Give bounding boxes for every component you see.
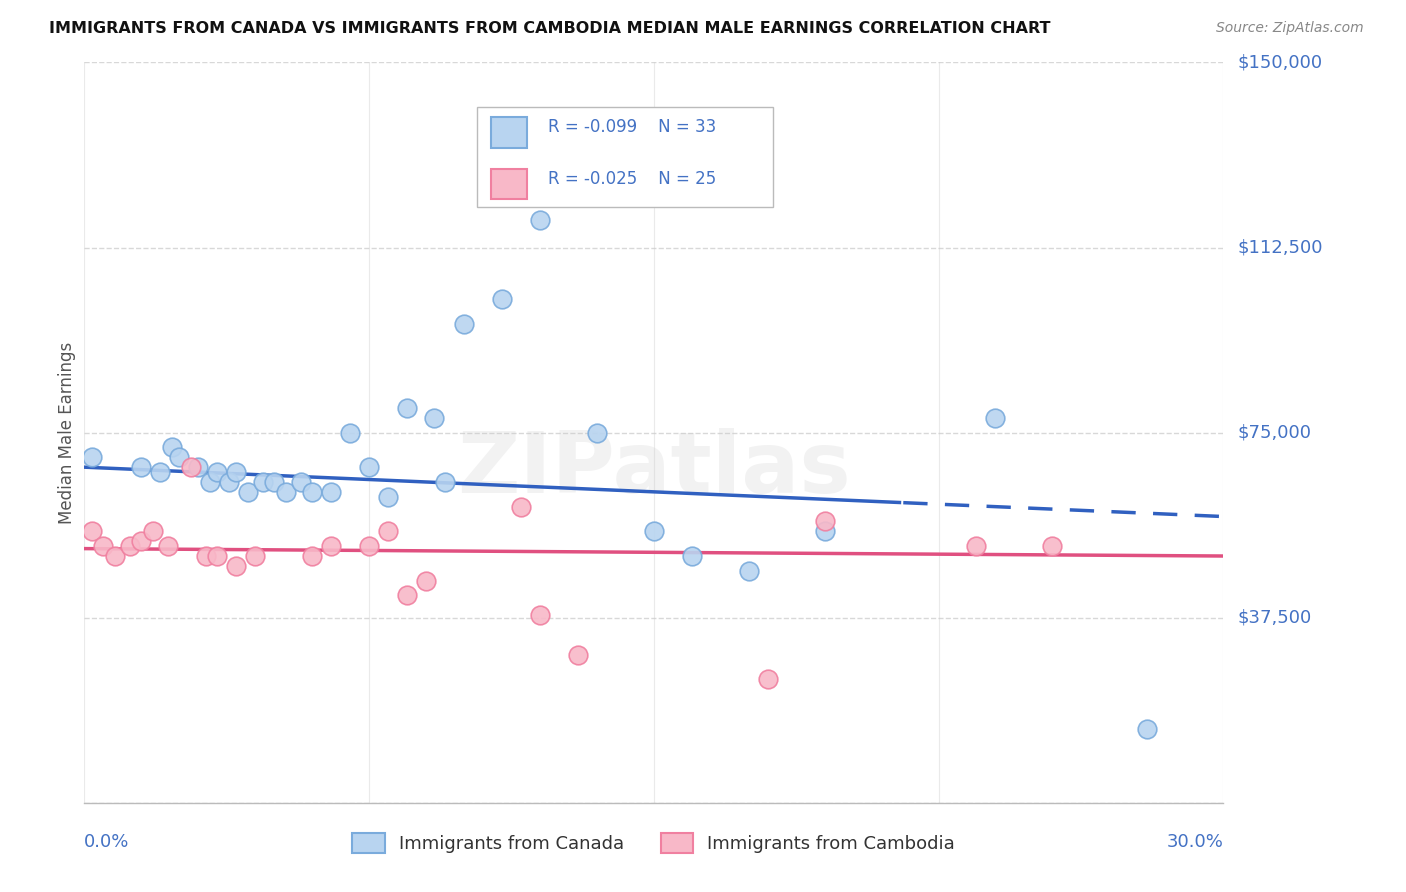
Point xyxy=(738,564,761,578)
Text: ZIPatlas: ZIPatlas xyxy=(457,428,851,511)
Text: 30.0%: 30.0% xyxy=(1167,833,1223,851)
Point xyxy=(359,539,381,553)
Point xyxy=(301,484,323,499)
Point xyxy=(149,465,172,479)
Text: Source: ZipAtlas.com: Source: ZipAtlas.com xyxy=(1216,21,1364,35)
Point xyxy=(529,608,551,623)
Point xyxy=(1136,722,1159,736)
Text: R = -0.099    N = 33: R = -0.099 N = 33 xyxy=(548,118,716,136)
Y-axis label: Median Male Earnings: Median Male Earnings xyxy=(58,342,76,524)
Point xyxy=(160,441,183,455)
Point xyxy=(377,524,399,539)
Point xyxy=(321,539,343,553)
Legend: Immigrants from Canada, Immigrants from Cambodia: Immigrants from Canada, Immigrants from … xyxy=(344,826,963,861)
Point xyxy=(377,490,399,504)
Point xyxy=(681,549,703,563)
Point xyxy=(245,549,267,563)
Point xyxy=(422,410,444,425)
Point xyxy=(187,460,209,475)
Point xyxy=(263,475,285,489)
Point xyxy=(359,460,381,475)
Point xyxy=(156,539,179,553)
Point xyxy=(131,534,153,549)
Point xyxy=(131,460,153,475)
Point xyxy=(491,293,513,307)
FancyBboxPatch shape xyxy=(477,107,773,207)
Point xyxy=(118,539,141,553)
Point xyxy=(321,484,343,499)
Point xyxy=(814,524,837,539)
Point xyxy=(756,673,779,687)
Point xyxy=(236,484,259,499)
Point xyxy=(415,574,437,588)
Point xyxy=(252,475,274,489)
Text: IMMIGRANTS FROM CANADA VS IMMIGRANTS FROM CAMBODIA MEDIAN MALE EARNINGS CORRELAT: IMMIGRANTS FROM CANADA VS IMMIGRANTS FRO… xyxy=(49,21,1050,36)
Point xyxy=(225,558,247,573)
Point xyxy=(207,549,229,563)
Point xyxy=(198,475,221,489)
Bar xyxy=(491,169,527,200)
Point xyxy=(434,475,457,489)
Text: 0.0%: 0.0% xyxy=(84,833,129,851)
Point xyxy=(180,460,202,475)
Point xyxy=(966,539,988,553)
Point xyxy=(290,475,312,489)
Point xyxy=(1042,539,1064,553)
Point xyxy=(80,450,103,465)
Bar xyxy=(491,117,527,147)
Point xyxy=(104,549,127,563)
Point xyxy=(984,410,1007,425)
Text: $150,000: $150,000 xyxy=(1237,54,1322,71)
Point xyxy=(80,524,103,539)
Point xyxy=(529,213,551,227)
Point xyxy=(643,524,665,539)
Point xyxy=(194,549,217,563)
Point xyxy=(218,475,240,489)
Point xyxy=(339,425,361,440)
Point xyxy=(567,648,589,662)
Point xyxy=(169,450,191,465)
Text: $112,500: $112,500 xyxy=(1237,238,1323,257)
Point xyxy=(274,484,297,499)
Point xyxy=(396,401,419,415)
Text: $75,000: $75,000 xyxy=(1237,424,1312,442)
Point xyxy=(301,549,323,563)
Text: $37,500: $37,500 xyxy=(1237,608,1312,627)
Point xyxy=(510,500,533,514)
Point xyxy=(142,524,165,539)
Point xyxy=(207,465,229,479)
Point xyxy=(586,425,609,440)
Point xyxy=(225,465,247,479)
Point xyxy=(93,539,115,553)
Text: R = -0.025    N = 25: R = -0.025 N = 25 xyxy=(548,169,716,187)
Point xyxy=(814,515,837,529)
Point xyxy=(453,317,475,331)
Point xyxy=(396,589,419,603)
